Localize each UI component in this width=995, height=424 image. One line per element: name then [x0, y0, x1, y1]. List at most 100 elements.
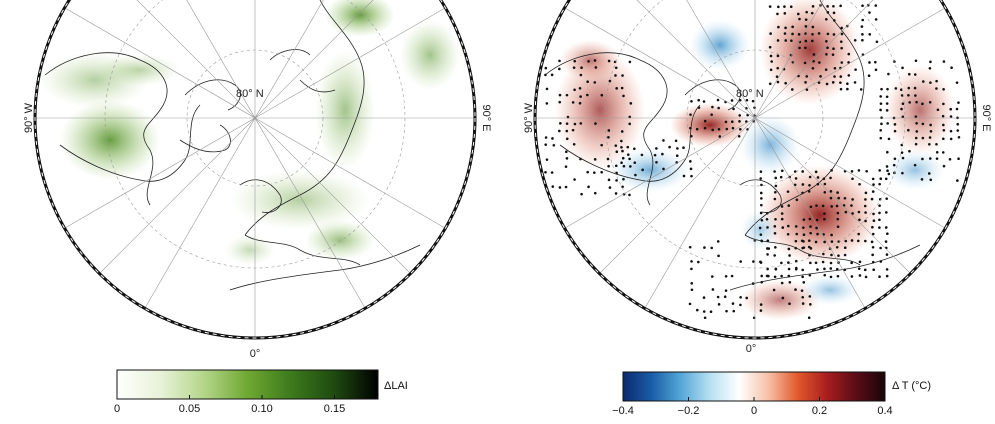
lon-east-label-temp: 90° E — [980, 104, 992, 131]
significance-dot — [614, 144, 618, 147]
significance-dot — [817, 32, 821, 35]
significance-dot — [725, 309, 728, 313]
significance-dot — [921, 102, 924, 106]
significance-dot — [886, 122, 889, 125]
significance-dot — [739, 295, 742, 299]
significance-dot — [850, 170, 854, 173]
significance-dot — [878, 169, 881, 172]
significance-dot — [759, 309, 763, 312]
significance-dot — [956, 122, 960, 126]
colorbar-temp-label: Δ T (°C) — [892, 380, 931, 392]
significance-dot — [772, 288, 776, 292]
significance-dot — [558, 93, 562, 97]
significance-dot — [871, 232, 875, 236]
significance-dot — [628, 60, 632, 64]
significance-dot — [872, 183, 875, 186]
significance-dot — [811, 25, 815, 29]
significance-dot — [703, 316, 707, 320]
lat-label-lai: 80° N — [236, 88, 264, 100]
significance-dot — [823, 182, 827, 186]
significance-dot — [839, 40, 843, 43]
significance-dot — [815, 218, 819, 222]
significance-dot — [846, 82, 849, 86]
significance-dot — [878, 218, 881, 222]
significance-dot — [858, 182, 861, 186]
significance-dot — [955, 107, 959, 111]
significance-dot — [769, 32, 772, 35]
significance-dot — [607, 59, 611, 63]
significance-dot — [790, 88, 794, 91]
significance-dot — [745, 296, 749, 300]
significance-dot — [776, 12, 779, 16]
significance-dot — [607, 178, 611, 182]
significance-dot — [571, 128, 575, 132]
significance-dot — [908, 101, 911, 104]
significance-dot — [725, 127, 729, 131]
significance-dot — [878, 182, 881, 186]
map-panel-temperature: 80° N 90° W 90° E 0° — [523, 0, 992, 355]
significance-dot — [950, 66, 953, 70]
significance-dot — [825, 53, 828, 56]
significance-dot — [825, 39, 828, 43]
significance-dot — [914, 94, 917, 97]
significance-dot — [777, 5, 780, 9]
significance-dot — [928, 100, 932, 104]
significance-dot — [829, 196, 833, 200]
significance-dot — [866, 3, 870, 7]
significance-dot — [893, 129, 897, 133]
significance-dot — [626, 145, 630, 149]
significance-dot — [786, 190, 790, 193]
significance-dot — [839, 4, 842, 8]
significance-dot — [758, 226, 762, 230]
significance-dot — [804, 81, 807, 84]
significance-dot — [600, 93, 604, 97]
significance-dot — [885, 274, 889, 278]
significance-dot — [878, 226, 881, 229]
significance-dot — [832, 33, 836, 36]
colorbar-lai: 0 0.05 0.10 0.15 ΔLAI — [114, 369, 408, 415]
significance-dot — [814, 261, 818, 265]
significance-dot — [766, 253, 769, 256]
significance-dot — [766, 239, 770, 243]
significance-dot — [791, 32, 794, 36]
significance-dot — [861, 33, 864, 36]
significance-dot — [738, 114, 741, 117]
significance-dot — [769, 54, 773, 58]
significance-dot — [805, 75, 809, 78]
significance-dot — [716, 98, 720, 102]
significance-dot — [857, 169, 861, 172]
significance-dot — [929, 123, 932, 127]
significance-dot — [935, 79, 938, 83]
significance-dot — [871, 253, 874, 257]
significance-dot — [724, 289, 728, 292]
significance-dot — [935, 142, 938, 146]
significance-dot — [770, 60, 773, 63]
significance-dot — [864, 211, 867, 214]
significance-dot — [804, 25, 808, 28]
significance-dot — [784, 26, 787, 30]
significance-dot — [929, 129, 933, 133]
significance-dot — [550, 73, 554, 77]
significance-dot — [823, 212, 826, 215]
significance-dot — [710, 246, 714, 250]
significance-dot — [809, 303, 812, 306]
significance-dot — [788, 280, 792, 284]
significance-dot — [801, 268, 805, 272]
significance-dot — [825, 82, 829, 86]
significance-dot — [579, 122, 583, 125]
colorbar-tick-label: 0.2 — [812, 405, 827, 417]
significance-dot — [614, 66, 618, 70]
significance-dot — [717, 254, 720, 258]
significance-dot — [812, 53, 816, 56]
significance-dot — [565, 93, 569, 97]
significance-dot — [929, 178, 933, 182]
significance-dot — [751, 99, 755, 103]
significance-dot — [835, 245, 839, 249]
significance-dot — [853, 81, 857, 84]
significance-dot — [879, 95, 882, 98]
significance-dot — [929, 60, 932, 64]
significance-dot — [949, 107, 952, 111]
significance-dot — [844, 239, 848, 243]
significance-dot — [773, 197, 777, 201]
significance-dot — [879, 136, 883, 140]
